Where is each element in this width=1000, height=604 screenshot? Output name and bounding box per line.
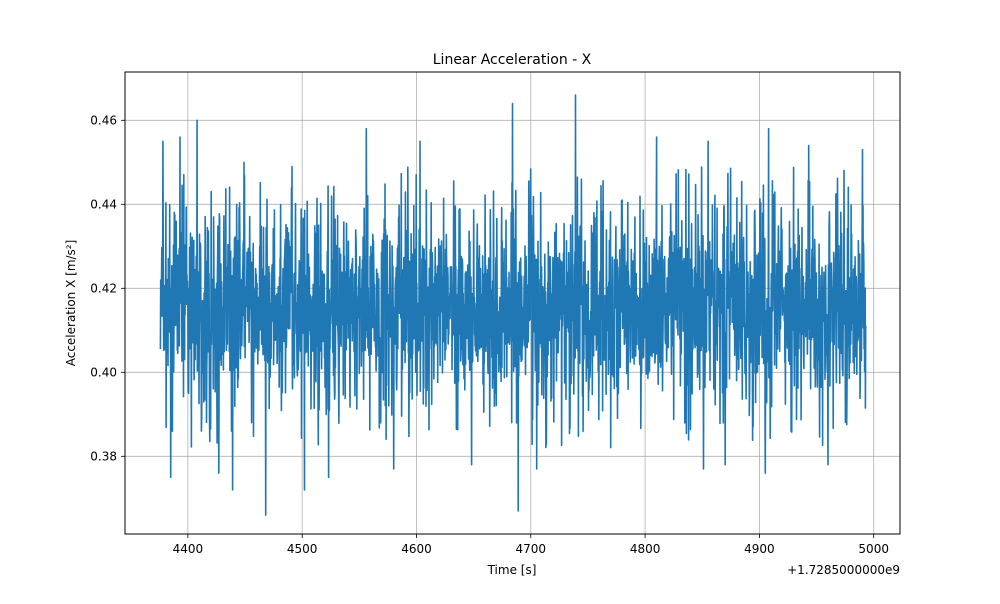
tick-layer: 4400 4500 4600 4700 4800 4900 5000 0.38 0.40 0.42… xyxy=(90,113,889,556)
plot-area xyxy=(159,94,867,516)
x-axis-label: Time [s] xyxy=(487,563,537,577)
y-tick-label: 0.46 xyxy=(90,113,117,127)
x-tick-label: 4500 xyxy=(287,542,318,556)
axes-frame xyxy=(124,71,901,535)
chart-title: Linear Acceleration - X xyxy=(433,52,592,68)
y-tick-label: 0.40 xyxy=(90,365,117,379)
y-tick-label: 0.44 xyxy=(90,197,117,211)
x-axis-offset-label: +1.7285000000e9 xyxy=(787,563,900,577)
x-tick-label: 4400 xyxy=(173,542,204,556)
series-line xyxy=(159,94,867,516)
x-tick-label: 4700 xyxy=(516,542,547,556)
x-tick-label: 4900 xyxy=(744,542,775,556)
y-axis-label: Acceleration X [m/s²] xyxy=(64,240,78,367)
y-tick-label: 0.42 xyxy=(90,281,117,295)
y-tick-label: 0.38 xyxy=(90,449,117,463)
x-tick-label: 5000 xyxy=(858,542,889,556)
x-tick-label: 4800 xyxy=(630,542,661,556)
x-tick-label: 4600 xyxy=(401,542,432,556)
